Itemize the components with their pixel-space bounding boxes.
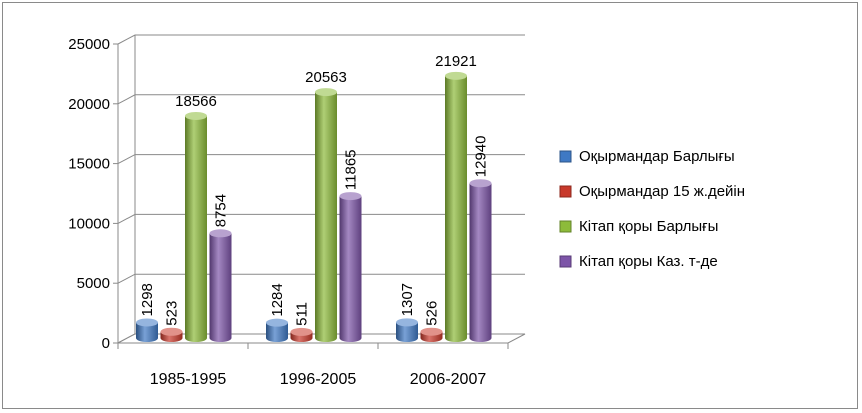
bar [136,318,158,342]
bar [209,229,232,342]
legend-item: Оқырмандар Барлығы [559,148,735,165]
back-wall-left [117,35,136,344]
bar-body [185,115,207,342]
bar [266,318,288,342]
bar [396,318,418,342]
bar [420,327,443,342]
bar [315,88,337,342]
data-label: 1284 [269,283,286,316]
y-tick-label: 10000 [68,215,110,232]
bar-body [469,183,492,342]
x-tick-label: 1985-1995 [150,371,227,388]
bar-top [396,318,418,327]
data-label: 12940 [473,136,490,178]
bar-top [290,327,313,336]
bar [445,71,467,343]
bar-body [315,92,337,342]
bar [290,327,313,342]
data-label: 526 [424,301,441,326]
legend-label: Оқырмандар 15 ж.дейін [579,183,745,200]
data-label: 1307 [399,283,416,316]
gridline [117,273,525,284]
legend-label: Кітап қоры Барлығы [579,218,718,235]
x-tick-label: 1996-2005 [280,371,357,388]
bar-body [396,322,418,342]
bar-top [315,88,337,97]
legend-swatch [559,185,572,198]
bar-body [445,75,467,343]
data-label: 11865 [343,149,360,190]
bar-body [339,196,362,342]
data-label: 20563 [305,69,347,86]
bars-layer [136,71,492,343]
legend-item: Кітап қоры Барлығы [559,218,718,235]
data-label: 523 [164,301,181,326]
bar-top [266,318,288,327]
data-label: 1298 [139,283,156,316]
gridline [117,213,525,224]
data-label: 21921 [435,53,477,70]
bar-top [469,179,492,188]
y-tick-label: 15000 [68,156,110,173]
legend-swatch [559,150,572,163]
legend-swatch [559,255,572,268]
gridline [117,154,525,165]
gridline [117,94,525,105]
bar-body [136,322,158,342]
bar-top [160,327,183,336]
legend-swatch [559,220,572,233]
bar-top [209,229,232,238]
y-tick-label: 0 [102,335,110,352]
labels-layer: 1298 523 18566 8754 1284 511 20563 11865 1307 526… [139,53,490,326]
x-tick-label: 2006-2007 [410,371,487,388]
bar [185,111,207,342]
y-tick-label: 25000 [68,36,110,53]
bar-top [339,192,362,201]
legend-item: Кітап қоры Каз. т-де [559,253,718,270]
legend-label: Кітап қоры Каз. т-де [579,253,718,270]
bar [160,327,183,342]
bar [339,192,362,342]
data-label: 8754 [213,194,230,227]
data-label: 18566 [175,93,217,110]
bar-body [266,322,288,342]
bar-top [420,327,443,336]
bar-top [136,318,158,327]
bar-top [445,71,467,80]
legend-label: Оқырмандар Барлығы [579,148,735,165]
data-label: 511 [294,302,311,326]
y-tick-label: 20000 [68,96,110,113]
bar-top [185,111,207,120]
gridline [117,34,525,45]
bar [469,179,492,342]
legend-item: Оқырмандар 15 ж.дейін [559,183,745,200]
legend: Оқырмандар Барлығы Оқырмандар 15 ж.дейін К… [559,148,745,270]
bar-body [209,233,232,342]
axis-layer: 0 5000 10000 15000 20000 25000 1985-1995 1996-2… [68,36,509,388]
y-tick-label: 5000 [77,275,110,292]
